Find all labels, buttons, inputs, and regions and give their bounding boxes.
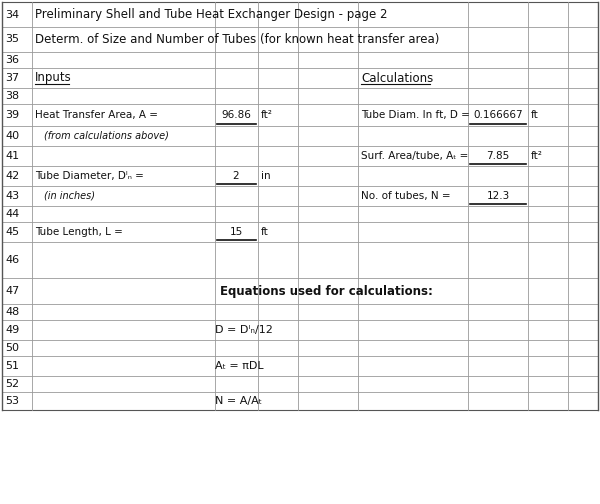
Text: 35: 35 [5, 34, 19, 44]
Text: Tube Diameter, Dᴵₙ =: Tube Diameter, Dᴵₙ = [35, 171, 144, 181]
Text: 51: 51 [5, 361, 19, 371]
Text: Tube Diam. In ft, D =: Tube Diam. In ft, D = [361, 110, 470, 120]
Text: 96.86: 96.86 [221, 110, 251, 120]
Text: 36: 36 [5, 55, 19, 65]
Text: 40: 40 [5, 131, 19, 141]
Text: 12.3: 12.3 [487, 191, 509, 201]
Text: Preliminary Shell and Tube Heat Exchanger Design - page 2: Preliminary Shell and Tube Heat Exchange… [35, 8, 388, 21]
Text: No. of tubes, N =: No. of tubes, N = [361, 191, 451, 201]
Text: (in inches): (in inches) [44, 191, 95, 201]
Text: Calculations: Calculations [361, 72, 433, 85]
Text: 46: 46 [5, 255, 19, 265]
Text: 7.85: 7.85 [487, 151, 509, 161]
Text: Tube Length, L =: Tube Length, L = [35, 227, 123, 237]
Text: 37: 37 [5, 73, 19, 83]
Text: Aₜ = πDL: Aₜ = πDL [215, 361, 263, 371]
Text: 45: 45 [5, 227, 19, 237]
Text: 2: 2 [233, 171, 239, 181]
Text: 48: 48 [5, 307, 19, 317]
Text: ft: ft [261, 227, 269, 237]
Text: Determ. of Size and Number of Tubes (for known heat transfer area): Determ. of Size and Number of Tubes (for… [35, 33, 439, 46]
Text: 15: 15 [229, 227, 242, 237]
Text: 47: 47 [5, 286, 19, 296]
Text: 41: 41 [5, 151, 19, 161]
Text: Inputs: Inputs [35, 72, 72, 85]
Text: Surf. Area/tube, Aₜ =: Surf. Area/tube, Aₜ = [361, 151, 469, 161]
Text: 52: 52 [5, 379, 19, 389]
Text: 49: 49 [5, 325, 19, 335]
Text: Heat Transfer Area, A =: Heat Transfer Area, A = [35, 110, 158, 120]
Text: in: in [261, 171, 271, 181]
Text: N = A/Aₜ: N = A/Aₜ [215, 396, 262, 406]
Text: ft²: ft² [531, 151, 543, 161]
Text: ft: ft [531, 110, 539, 120]
Text: 38: 38 [5, 91, 19, 101]
Text: ft²: ft² [261, 110, 273, 120]
Text: 39: 39 [5, 110, 19, 120]
Text: 53: 53 [5, 396, 19, 406]
Text: Equations used for calculations:: Equations used for calculations: [220, 284, 433, 297]
Text: (from calculations above): (from calculations above) [44, 131, 169, 141]
Text: 42: 42 [5, 171, 19, 181]
Text: D = Dᴵₙ/12: D = Dᴵₙ/12 [215, 325, 273, 335]
Text: 0.166667: 0.166667 [473, 110, 523, 120]
Text: 43: 43 [5, 191, 19, 201]
Text: 44: 44 [5, 209, 19, 219]
Text: 34: 34 [5, 10, 19, 20]
Text: 50: 50 [5, 343, 19, 353]
